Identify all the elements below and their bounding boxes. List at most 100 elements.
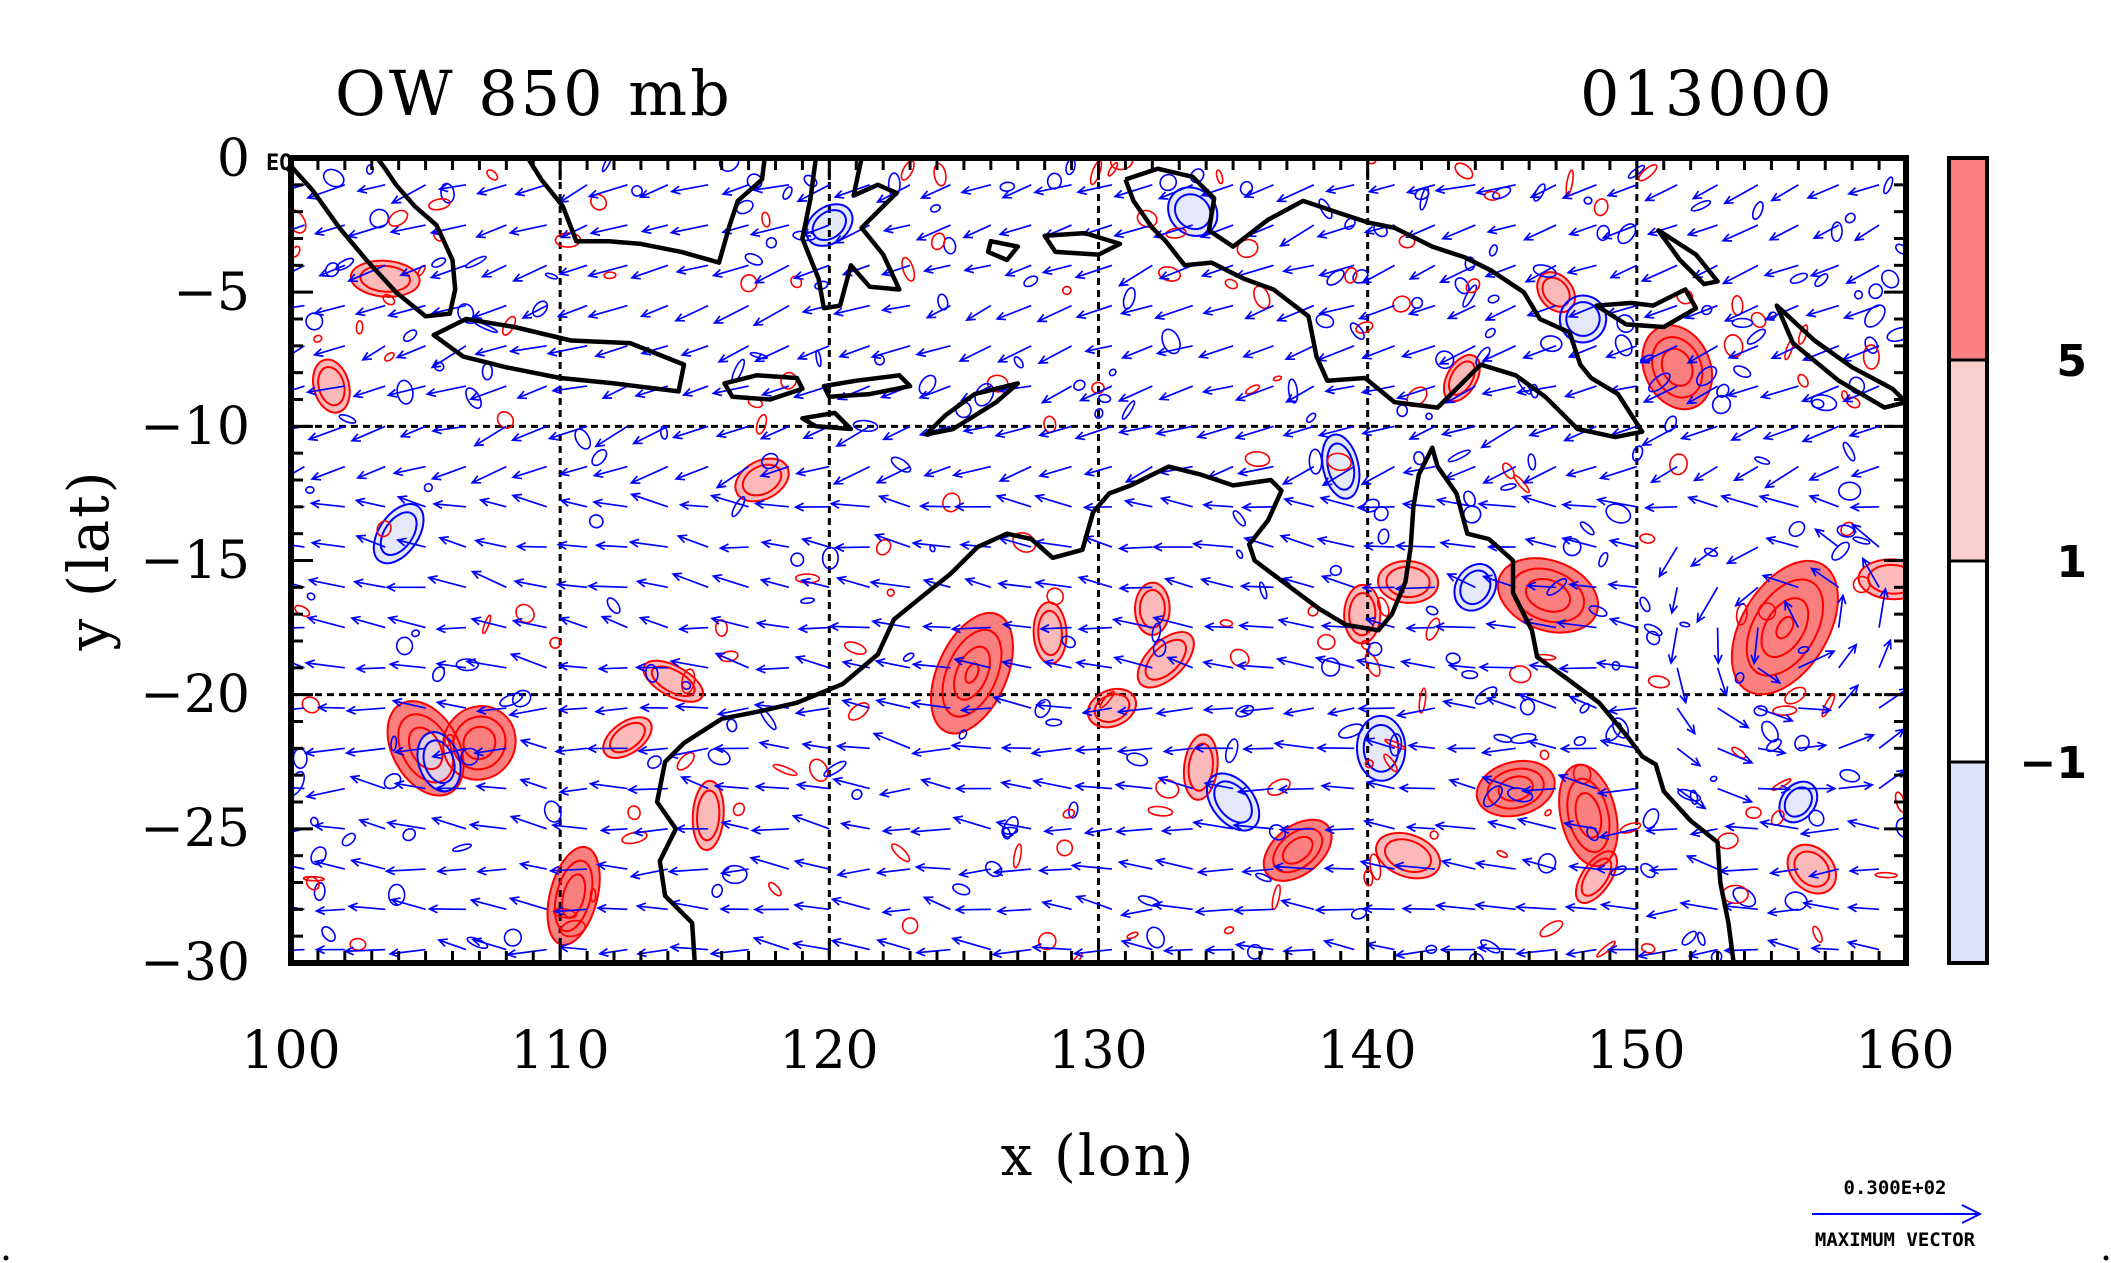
wind-vector bbox=[1083, 827, 1113, 837]
wind-vector bbox=[995, 304, 1032, 321]
wind-vector bbox=[312, 345, 346, 358]
wind-vector bbox=[1201, 385, 1234, 396]
coastline-australia bbox=[654, 445, 1736, 963]
wind-vector bbox=[1679, 425, 1718, 441]
wind-vector bbox=[1234, 941, 1274, 951]
negative-ow-contour bbox=[1349, 322, 1365, 341]
wind-vector bbox=[352, 578, 386, 589]
positive-ow-contour bbox=[794, 573, 821, 584]
negative-ow-contour bbox=[1532, 264, 1557, 278]
wind-vector bbox=[546, 344, 588, 357]
negative-ow-contour bbox=[1061, 635, 1076, 649]
wind-vector bbox=[601, 385, 628, 399]
positive-ow-contour bbox=[1348, 592, 1377, 637]
wind-vector bbox=[475, 184, 507, 196]
wind-vector bbox=[555, 580, 588, 590]
positive-ow-contour bbox=[1061, 285, 1072, 296]
positive-ow-contour bbox=[1852, 575, 1871, 594]
wind-vector bbox=[1240, 502, 1274, 512]
wind-vector bbox=[922, 896, 951, 911]
wind-vector bbox=[1272, 862, 1314, 872]
wind-vector bbox=[1763, 264, 1799, 278]
wind-vector bbox=[1557, 773, 1597, 790]
wind-vector bbox=[1163, 576, 1193, 589]
wind-vector bbox=[470, 616, 507, 629]
wind-vector bbox=[881, 825, 911, 836]
wind-vector bbox=[1124, 465, 1153, 483]
wind-vector bbox=[384, 866, 426, 876]
negative-ow-contour bbox=[1610, 865, 1627, 877]
wind-vector bbox=[1568, 580, 1597, 590]
plot-area: EQ bbox=[266, 151, 1909, 966]
wind-vector bbox=[1234, 385, 1274, 402]
positive-ow-contour bbox=[1539, 920, 1564, 938]
positive-ow-contour bbox=[386, 700, 465, 797]
wind-vector bbox=[305, 385, 345, 396]
wind-vector bbox=[1316, 536, 1355, 548]
wind-vector bbox=[753, 904, 789, 915]
positive-ow-contour bbox=[552, 907, 578, 919]
positive-ow-contour bbox=[1056, 839, 1074, 857]
positive-ow-contour bbox=[603, 271, 617, 280]
positive-ow-contour bbox=[549, 636, 562, 649]
wind-vector bbox=[992, 695, 1032, 709]
positive-ow-fill bbox=[1787, 844, 1837, 894]
positive-ow-contour bbox=[1793, 850, 1831, 888]
wind-vector bbox=[1561, 535, 1597, 548]
max-vector-label: MAXIMUM VECTOR bbox=[1815, 1229, 1976, 1251]
coastline-buru bbox=[985, 238, 1021, 263]
wind-vector bbox=[996, 345, 1032, 363]
positive-ow-fill bbox=[643, 660, 703, 702]
positive-ow-contour bbox=[1784, 686, 1807, 705]
wind-vector bbox=[558, 616, 588, 629]
negative-ow-contour bbox=[1469, 952, 1485, 963]
wind-vector bbox=[873, 533, 911, 548]
positive-ow-contour bbox=[1775, 615, 1795, 640]
wind-vector bbox=[1766, 907, 1799, 917]
positive-ow-contour bbox=[1086, 687, 1138, 729]
wind-vector bbox=[628, 538, 668, 548]
wind-vector bbox=[551, 385, 588, 395]
wind-vector bbox=[599, 825, 628, 835]
wind-vector bbox=[1642, 385, 1678, 403]
wind-vector bbox=[594, 345, 628, 359]
wind-vector bbox=[839, 820, 870, 830]
negative-ow-contour bbox=[601, 158, 614, 173]
negative-ow-contour bbox=[1224, 738, 1239, 764]
wind-vector bbox=[669, 224, 709, 236]
negative-ow-contour bbox=[499, 692, 524, 707]
wind-vector bbox=[1324, 385, 1355, 395]
wind-vector bbox=[994, 425, 1032, 439]
wind-vector bbox=[833, 542, 870, 553]
wind-vector bbox=[1485, 696, 1516, 709]
wind-vector bbox=[1521, 345, 1557, 360]
negative-ow-contour bbox=[1411, 296, 1424, 309]
wind-vector bbox=[669, 942, 709, 953]
wind-vector bbox=[953, 502, 991, 512]
wind-vector bbox=[714, 652, 749, 669]
wind-vector bbox=[910, 747, 951, 758]
wind-vector bbox=[310, 465, 346, 481]
wind-vector bbox=[869, 578, 911, 589]
wind-vector bbox=[557, 704, 588, 715]
wind-vector bbox=[1691, 184, 1718, 200]
positive-ow-contour bbox=[1731, 746, 1747, 759]
wind-vector bbox=[314, 944, 345, 955]
wind-vector bbox=[1033, 184, 1072, 196]
wind-vector bbox=[721, 184, 749, 196]
wind-vector bbox=[559, 497, 588, 508]
wind-vector bbox=[1724, 822, 1759, 832]
wind-vector bbox=[1074, 425, 1113, 441]
wind-vector bbox=[1481, 345, 1517, 362]
positive-ow-contour bbox=[930, 232, 946, 251]
wind-vector bbox=[1641, 425, 1678, 446]
negative-ow-contour bbox=[1367, 641, 1383, 657]
wind-vector bbox=[393, 780, 426, 790]
wind-vector bbox=[1595, 659, 1637, 669]
wind-vector bbox=[1686, 345, 1719, 364]
wind-vector bbox=[1434, 901, 1476, 911]
wind-vector bbox=[1480, 747, 1516, 757]
wind-vector bbox=[291, 345, 305, 356]
wind-vector bbox=[1732, 465, 1759, 482]
wind-vector bbox=[1446, 304, 1476, 320]
